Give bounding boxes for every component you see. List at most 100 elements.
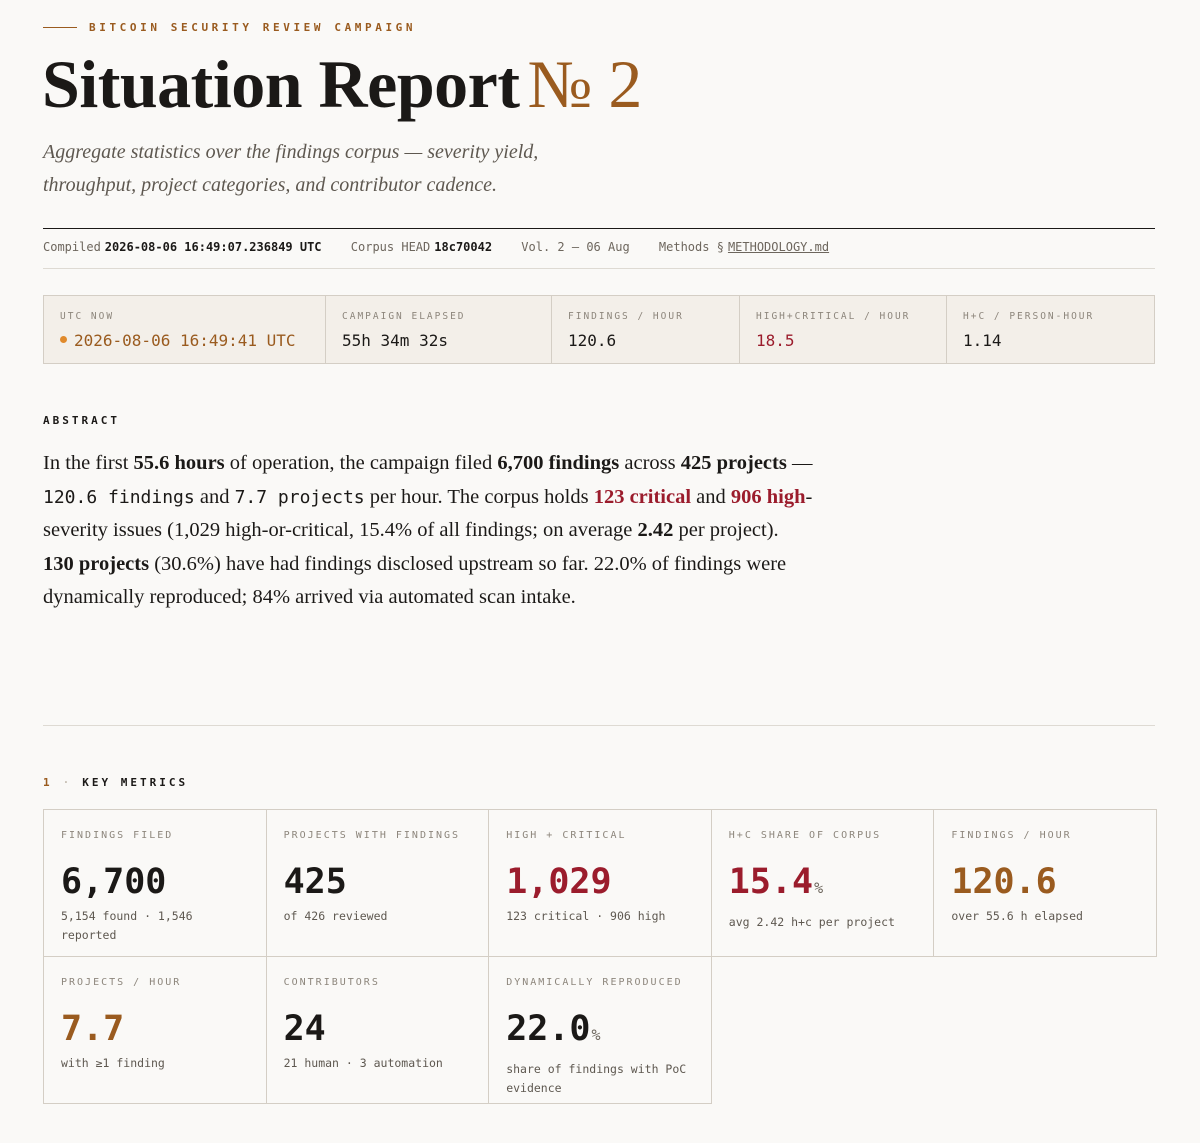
status-value: 2026-08-06 16:49:41 UTC [60, 331, 325, 350]
abstract-text: per project). [673, 519, 779, 541]
status-cell: H+C / PERSON-HOUR 1.14 [947, 296, 1154, 363]
metric-label: PROJECTS WITH FINDINGS [283, 830, 461, 841]
status-value: 1.14 [963, 331, 1002, 350]
abstract-text: across [619, 452, 681, 474]
status-cell: CAMPAIGN ELAPSED 55h 34m 32s [326, 296, 552, 363]
metric-value-row: 1,029 [506, 861, 694, 903]
status-label: UTC NOW [60, 311, 115, 322]
metric-label: CONTRIBUTORS [283, 977, 380, 988]
title-number: № 2 [527, 46, 642, 122]
metrics-grid: FINDINGS FILED 6,700 5,154 found · 1,546 r… [43, 809, 1157, 1104]
metric-note: 123 critical · 906 high [506, 909, 666, 923]
metric-note: of 426 reviewed [283, 909, 388, 923]
metric-value: 24 [283, 1009, 326, 1049]
meta-value: 2026-08-06 16:49:07.236849 UTC [104, 240, 322, 254]
abstract-text: (30.6%) have had findings disclosed upst… [43, 552, 787, 609]
abstract-emphasis: 2.42 [637, 519, 674, 541]
metric-label: H+C SHARE OF CORPUS [728, 830, 882, 841]
rule [43, 228, 1155, 229]
rule [43, 725, 1155, 726]
meta-value: 18c70042 [434, 240, 493, 254]
metric-card: PROJECTS / HOUR 7.7 with ≥1 finding [43, 956, 267, 1104]
title: Situation Report № 2 [42, 44, 642, 124]
status-label: HIGH+CRITICAL / HOUR [756, 311, 911, 322]
metric-card: FINDINGS / HOUR 120.6 over 55.6 h elapsed [933, 809, 1157, 957]
metric-label: HIGH + CRITICAL [506, 830, 627, 841]
metric-value-row: 22.0% [506, 1008, 694, 1056]
meta-label: Compiled [43, 240, 101, 254]
abstract-text: In the first [43, 452, 134, 474]
metric-note: over 55.6 h elapsed [951, 909, 1083, 923]
meta-label: Methods § [658, 240, 724, 254]
metric-value: 6,700 [61, 862, 167, 902]
status-cell: FINDINGS / HOUR 120.6 [552, 296, 740, 363]
abstract-heading: ABSTRACT [43, 414, 120, 427]
title-text: Situation Report [42, 46, 520, 122]
abstract-emphasis: 6,700 findings [497, 452, 620, 474]
eyebrow-text: BITCOIN SECURITY REVIEW CAMPAIGN [89, 21, 417, 34]
metric-unit: % [814, 879, 824, 897]
abstract: In the first 55.6 hours of operation, th… [43, 447, 813, 615]
abstract-text: and [194, 485, 235, 508]
status-label: H+C / PERSON-HOUR [963, 311, 1095, 322]
section-number: 1 [43, 776, 53, 789]
rule [43, 268, 1155, 269]
status-value: 55h 34m 32s [342, 331, 448, 350]
metric-card: DYNAMICALLY REPRODUCED 22.0% share of find… [488, 956, 712, 1104]
status-cell: UTC NOW 2026-08-06 16:49:41 UTC [44, 296, 326, 363]
status-value: 120.6 [568, 331, 617, 350]
status-value: 18.5 [756, 331, 795, 350]
methods-link[interactable]: METHODOLOGY.md [727, 240, 830, 254]
meta-bar: Compiled 2026-08-06 16:49:07.236849 UTC C… [43, 240, 851, 254]
status-cell: HIGH+CRITICAL / HOUR 18.5 [740, 296, 947, 363]
metric-value: 120.6 [951, 862, 1057, 902]
metric-value: 7.7 [61, 1009, 125, 1049]
meta-item: Methods § METHODOLOGY.md [659, 240, 829, 254]
metric-card: PROJECTS WITH FINDINGS 425 of 426 reviewed [265, 809, 490, 957]
abstract-emphasis: 425 projects [680, 452, 787, 474]
abstract-emphasis: 130 projects [43, 552, 150, 575]
status-bar: UTC NOW 2026-08-06 16:49:41 UTC CAMPAIGN E… [43, 295, 1155, 364]
abstract-emphasis: 7.7 projects [234, 486, 365, 508]
status-label: CAMPAIGN ELAPSED [342, 311, 466, 322]
abstract-emphasis: 123 critical [593, 485, 692, 508]
subtitle: Aggregate statistics over the findings c… [43, 141, 539, 196]
abstract-emphasis: 906 high [730, 485, 806, 508]
eyebrow: BITCOIN SECURITY REVIEW CAMPAIGN [43, 21, 416, 34]
abstract-text: of operation, the campaign filed [224, 452, 498, 474]
metric-card: FINDINGS FILED 6,700 5,154 found · 1,546 r… [43, 809, 267, 957]
metric-label: DYNAMICALLY REPRODUCED [506, 977, 683, 988]
section-separator: · [62, 776, 73, 789]
metric-card: H+C SHARE OF CORPUS 15.4% avg 2.42 h+c per… [710, 809, 935, 957]
status-label: FINDINGS / HOUR [568, 311, 684, 322]
section-title: KEY METRICS [82, 776, 189, 789]
metric-value-row: 6,700 [61, 861, 249, 903]
metric-note: 21 human · 3 automation [283, 1056, 443, 1070]
abstract-emphasis: 55.6 hours [133, 452, 225, 474]
metric-card: HIGH + CRITICAL 1,029 123 critical · 906 h… [488, 809, 712, 957]
eyebrow-dash [43, 27, 77, 28]
metric-value: 425 [283, 862, 347, 902]
metric-value-row: 425 [284, 861, 472, 903]
metric-note: avg 2.42 h+c per project [728, 915, 895, 929]
meta-item: Compiled 2026-08-06 16:49:07.236849 UTC [43, 240, 322, 254]
metric-value-row: 120.6 [951, 861, 1139, 903]
abstract-emphasis: 120.6 findings [43, 486, 195, 508]
abstract-text: and [691, 485, 731, 508]
metric-label: PROJECTS / HOUR [61, 977, 182, 988]
metric-value: 1,029 [506, 862, 612, 902]
metric-value-row: 24 [284, 1008, 472, 1050]
meta-item: Corpus HEAD 18c70042 [351, 240, 492, 254]
metric-note: 5,154 found · 1,546 reported [61, 909, 193, 942]
abstract-text: -severity issues (1,029 high-or-critical… [43, 485, 813, 542]
abstract-text: — [786, 452, 813, 474]
metric-note: share of findings with PoC evidence [506, 1062, 687, 1095]
metric-note: with ≥1 finding [61, 1056, 165, 1070]
section-heading: 1 · KEY METRICS [43, 776, 188, 789]
metric-value-row: 15.4% [729, 861, 917, 909]
meta-volume: Vol. 2 — 06 Aug [521, 240, 630, 254]
meta-label: Corpus HEAD [350, 240, 431, 254]
metric-value-row: 7.7 [61, 1008, 249, 1050]
metric-label: FINDINGS FILED [61, 830, 174, 841]
